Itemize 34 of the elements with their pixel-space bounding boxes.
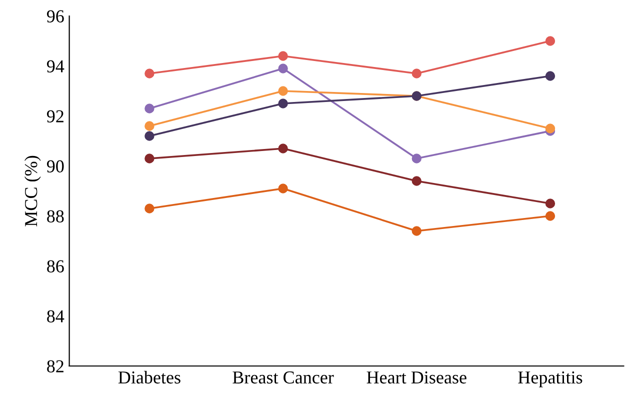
point xyxy=(278,144,288,154)
x-tick-label: Diabetes xyxy=(118,370,180,384)
y-tick-label: 96 xyxy=(46,10,64,22)
x-tick-label: Breast Cancer xyxy=(232,371,334,384)
y-tick-label: 82 xyxy=(47,360,64,372)
y-tick-label: 86 xyxy=(47,260,64,272)
point xyxy=(545,211,556,221)
point xyxy=(412,226,422,236)
point xyxy=(144,104,154,114)
point xyxy=(278,64,288,74)
point xyxy=(412,154,422,164)
point xyxy=(144,131,154,141)
y-tick-label: 84 xyxy=(47,310,64,322)
y-tick-label: 94 xyxy=(46,60,64,72)
point xyxy=(144,121,154,131)
point xyxy=(278,51,288,61)
y-tick-label: 92 xyxy=(46,110,64,122)
point xyxy=(412,68,422,78)
x-tick-label: Hepatitis xyxy=(518,371,582,388)
point xyxy=(412,176,422,186)
point xyxy=(545,71,556,81)
y-tick-label: 88 xyxy=(47,210,64,222)
point xyxy=(144,68,154,78)
point xyxy=(545,124,556,134)
point xyxy=(545,198,556,208)
point xyxy=(144,154,154,164)
point xyxy=(278,86,288,96)
point xyxy=(545,36,556,46)
point xyxy=(278,184,288,194)
x-tick-label: Heart Disease xyxy=(366,371,466,384)
point xyxy=(278,98,288,108)
y-axis-title: MCC (%) xyxy=(24,156,41,226)
point xyxy=(144,204,154,214)
y-tick-label: 90 xyxy=(46,160,64,172)
